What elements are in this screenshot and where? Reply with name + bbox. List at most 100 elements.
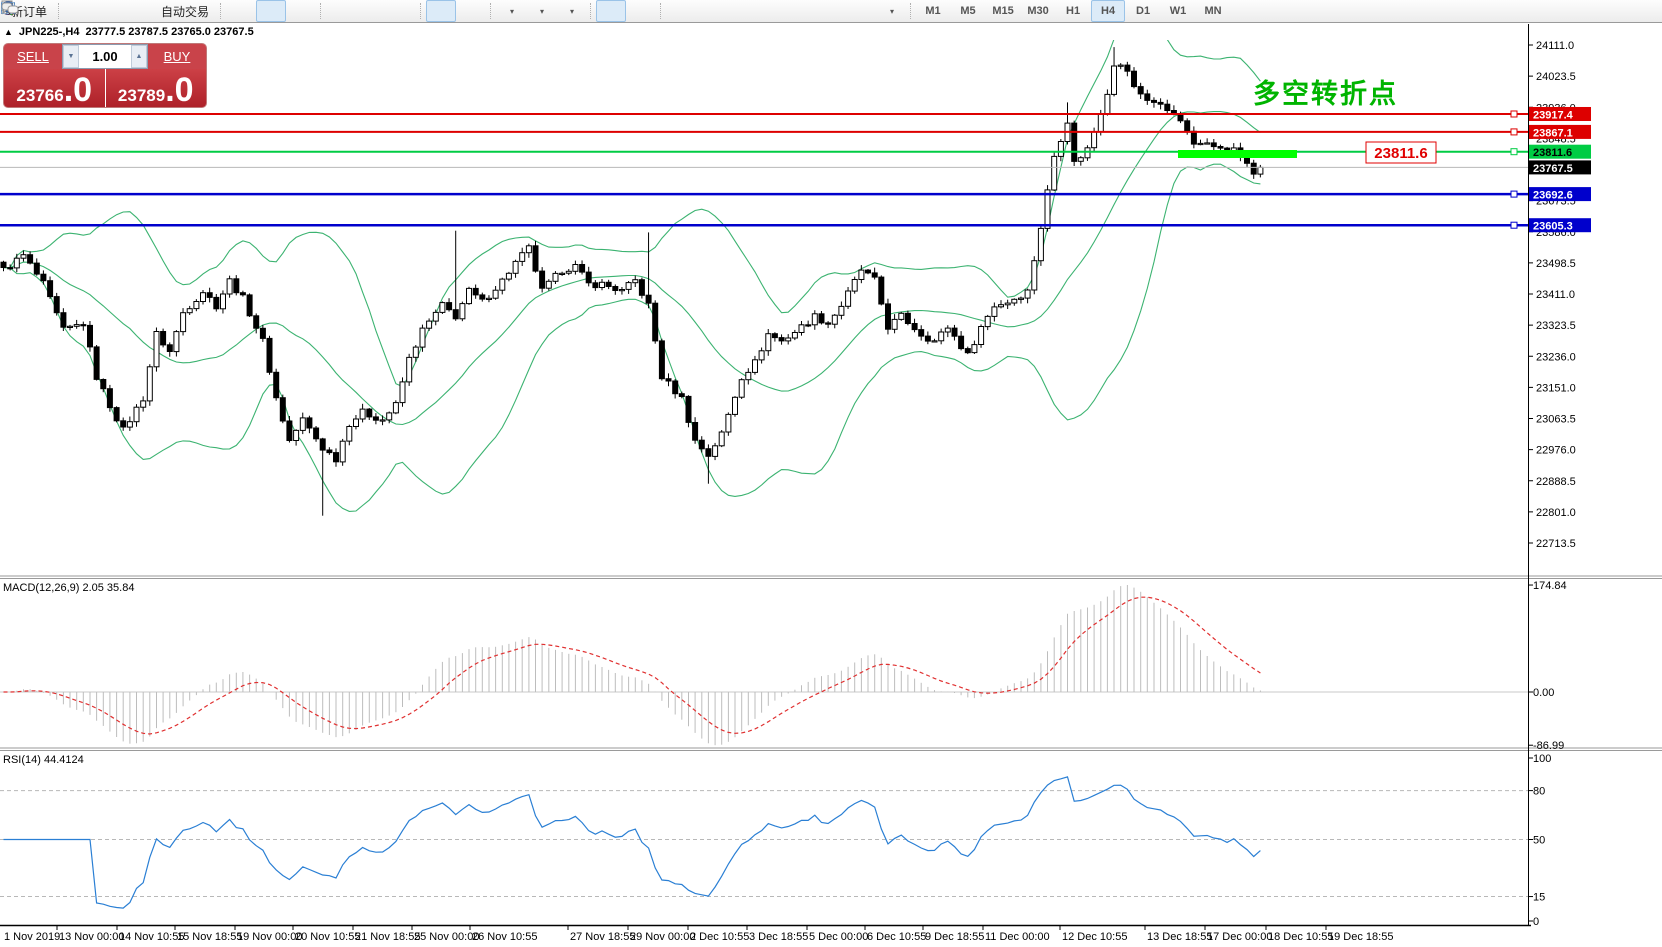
tile-windows-button[interactable] [2,0,416,22]
price-tags[interactable]: 23917.4 23867.1 23811.6 23767.5 23692.6 23605… [1529,106,1591,233]
signals-button[interactable] [2,0,154,22]
timeframe-m5[interactable]: M5 [960,5,976,17]
rsi-line [3,776,1261,909]
crosshair-button[interactable] [2,0,656,22]
bar-chart-button[interactable] [2,0,256,22]
timeframe-h1[interactable]: H1 [1066,5,1081,17]
macd-indicator [3,585,1261,746]
fibonacci-button[interactable]: F [2,0,816,22]
trendline-button[interactable] [2,0,756,22]
volume-stepper[interactable]: ▼ 1.00 ▲ [62,44,148,69]
auto-trading-button[interactable]: 自动交易 [1,0,216,22]
price-tag-label: 23767.5 [1533,163,1573,175]
chart-shift-button[interactable] [2,0,486,22]
price-tag-label: 23605.3 [1533,221,1573,233]
timeframe-m15[interactable]: M15 [992,5,1014,17]
ohlc-values: 23777.5 23787.5 23765.0 23767.5 [85,26,254,38]
price-axis-label: 22976.0 [1536,445,1576,457]
price-axis-label: 24111.0 [1536,40,1574,52]
search-button[interactable] [2,0,1628,22]
separator [58,3,60,19]
time-axis-label: 19 Nov 00:00 [237,931,302,943]
timeframe-w1[interactable]: W1 [1169,5,1187,17]
toolbar: 新订单 自动交易 [0,0,1662,23]
auto-scroll-button[interactable] [2,0,457,22]
time-axis-label: 13 Dec 18:55 [1147,931,1212,943]
templates-dropdown-icon[interactable]: ▾ [570,6,575,16]
price-tag-label: 23867.1 [1533,127,1573,139]
line-chart-button[interactable] [1,0,316,22]
time-axis-label: 25 Nov 00:00 [414,931,479,943]
arrows-dropdown-icon[interactable]: ▾ [890,6,895,16]
candlestick-chart-button[interactable] [2,0,287,22]
timeframe-m1[interactable]: M1 [925,5,941,17]
time-axis-label: 18 Dec 10:55 [1268,931,1333,943]
trade-panel-top: SELL ▼ 1.00 ▲ BUY [4,44,206,69]
rsi-axis-label: 50 [1533,835,1545,847]
text-button[interactable]: A [4,0,846,22]
timeframe-h4[interactable]: H4 [1091,0,1126,22]
zoom-out-button[interactable] [2,0,386,22]
timeframe-m30[interactable]: M30 [1027,5,1049,17]
macd-axis-label: 0.00 [1533,687,1554,699]
equidistant-channel-button[interactable]: E [1,0,786,22]
periods-dropdown-icon[interactable]: ▾ [540,6,545,16]
macd-axis-label: 174.84 [1533,580,1567,592]
time-axis-label: 3 Dec 18:55 [749,931,808,943]
volume-decrease-icon[interactable]: ▼ [63,45,79,68]
bollinger-bands [3,40,1261,512]
one-click-trade-panel: SELL ▼ 1.00 ▲ BUY 23766 .0 23789 .0 [4,44,206,107]
time-axis-label: 17 Dec 00:00 [1207,931,1272,943]
separator [220,3,222,19]
timeframe-d1[interactable]: D1 [1136,5,1151,17]
mql5-button[interactable] [1,0,94,22]
price-tag-label: 23917.4 [1533,109,1574,121]
cursor-button[interactable] [4,0,627,22]
highlight-bar[interactable] [1178,150,1297,158]
time-axis-label: 26 Nov 10:55 [472,931,537,943]
text-label-button[interactable]: T [1,0,876,22]
price-tag-label: 23811.6 [1533,147,1572,159]
rsi-axis-label: 100 [1533,753,1551,765]
time-axis-label: 1 Nov 2019 [4,931,60,943]
price-callout-text: 23811.6 [1374,145,1427,162]
rsi-label: RSI(14) 44.4124 [3,754,84,766]
chart-caption: ▲ JPN225-,H4 23777.5 23787.5 23765.0 237… [4,26,254,38]
one-click-toggle-icon[interactable]: ▲ [4,27,13,37]
rsi-axis-label: 15 [1533,892,1545,904]
separator [660,3,662,19]
separator [320,3,322,19]
indicators-button[interactable]: ▾ [1,0,526,22]
rsi-axis-label: 0 [1533,916,1539,928]
market-button[interactable] [1,0,124,22]
price-callout[interactable]: 23811.6 [1365,141,1437,164]
templates-button[interactable]: ▾ [1,0,586,22]
macd-axis-label: -86.99 [1533,740,1564,752]
chat-icon [1,2,19,15]
time-axis-label: 15 Nov 18:55 [177,931,242,943]
separator [590,3,592,19]
horizontal-level-lines[interactable] [0,110,1528,229]
sell-price[interactable]: 23766 .0 [4,69,106,107]
symbol-label: JPN225-,H4 [18,26,80,38]
chat-button[interactable] [1,0,1658,22]
timeframe-mn[interactable]: MN [1204,5,1222,17]
buy-button[interactable]: BUY [148,44,206,69]
volume-increase-icon[interactable]: ▲ [131,45,147,68]
sell-button[interactable]: SELL [4,44,62,69]
price-tag-box [1529,160,1591,175]
price-tag-box [1529,124,1591,139]
buy-price[interactable]: 23789 .0 [105,69,206,107]
time-axis-label: 5 Dec 00:00 [809,931,868,943]
separator [490,3,492,19]
volume-value[interactable]: 1.00 [92,49,118,64]
indicators-dropdown-icon[interactable]: ▾ [510,6,515,16]
horizontal-line-button[interactable] [2,0,726,22]
arrows-button[interactable]: ▾ [2,0,906,22]
periods-button[interactable]: ▾ [1,0,556,22]
zoom-in-button[interactable] [2,0,356,22]
vertical-line-button[interactable] [7,0,696,22]
